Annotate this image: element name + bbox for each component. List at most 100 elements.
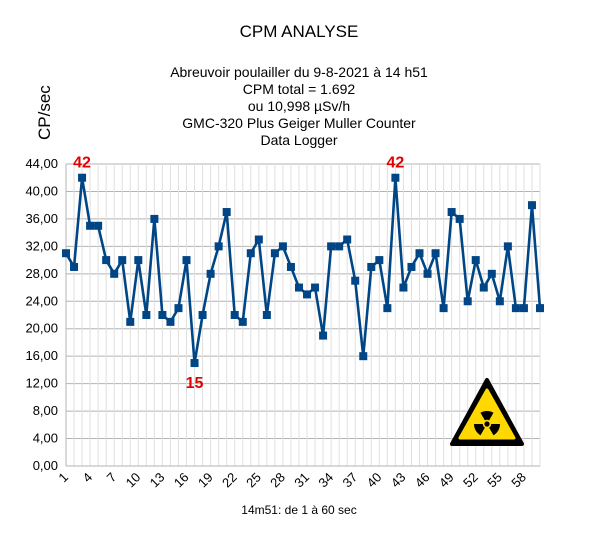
- data-point: [423, 269, 432, 278]
- series-line: [64, 176, 542, 365]
- radiation-warning-icon: [450, 378, 524, 446]
- data-point: [495, 297, 504, 306]
- x-tick-label: 34: [315, 470, 336, 491]
- x-tick-label: 10: [123, 470, 144, 491]
- data-point: [246, 249, 255, 258]
- data-point: [335, 242, 344, 251]
- x-tick-label: 1: [55, 470, 71, 486]
- data-point: [447, 208, 456, 217]
- data-point: [126, 317, 135, 326]
- data-point: [511, 304, 520, 313]
- data-point: [198, 311, 207, 319]
- data-point: [94, 221, 103, 230]
- data-label: 42: [386, 155, 404, 172]
- data-point: [351, 276, 360, 285]
- y-tick-label: 20,00: [25, 321, 58, 336]
- y-tick-label: 32,00: [25, 238, 58, 253]
- y-tick-label: 12,00: [25, 376, 58, 391]
- y-tick-label: 28,00: [25, 266, 58, 281]
- data-point: [222, 208, 231, 217]
- data-point: [254, 235, 263, 244]
- subtitle-line: GMC-320 Plus Geiger Muller Counter: [182, 115, 416, 131]
- data-point: [238, 317, 247, 326]
- x-tick-label: 22: [219, 470, 240, 491]
- data-point: [174, 304, 183, 313]
- subtitle-line: ou 10,998 µSv/h: [247, 98, 351, 114]
- y-tick-label: 8,00: [33, 403, 58, 418]
- data-point: [86, 221, 95, 230]
- y-tick-label: 40,00: [25, 183, 58, 198]
- data-point: [479, 283, 488, 292]
- data-point: [375, 256, 384, 265]
- data-point: [303, 290, 312, 299]
- data-point: [206, 269, 215, 278]
- x-tick-label: 4: [80, 470, 96, 486]
- data-point: [527, 201, 536, 210]
- data-point: [78, 173, 87, 182]
- y-tick-label: 16,00: [25, 348, 58, 363]
- x-tick-label: 40: [364, 470, 385, 491]
- data-point: [286, 262, 295, 271]
- data-point: [439, 304, 448, 313]
- data-point: [343, 235, 352, 244]
- data-point: [110, 269, 119, 278]
- data-point: [294, 283, 303, 292]
- x-tick-label: 46: [412, 470, 433, 491]
- chart-title: CPM ANALYSE: [239, 22, 359, 41]
- x-tick-label: 28: [267, 470, 288, 491]
- data-point: [463, 297, 472, 306]
- x-tick-label: 55: [484, 470, 505, 491]
- data-point: [150, 214, 159, 223]
- x-tick-label: 58: [508, 470, 529, 491]
- data-point: [487, 269, 496, 278]
- data-point: [311, 283, 320, 292]
- data-point: [70, 262, 79, 271]
- data-point: [519, 304, 528, 313]
- x-tick-label: 31: [291, 470, 312, 491]
- data-point: [367, 262, 376, 271]
- x-tick-label: 43: [388, 470, 409, 491]
- data-point: [262, 311, 271, 319]
- data-point: [278, 242, 287, 251]
- y-tick-label: 36,00: [25, 211, 58, 226]
- data-point: [359, 352, 368, 361]
- subtitle-line: CPM total = 1.692: [242, 81, 356, 97]
- data-point: [166, 317, 175, 326]
- data-point: [415, 249, 424, 258]
- data-point: [319, 331, 328, 340]
- data-point: [327, 242, 336, 251]
- data-point: [383, 304, 392, 313]
- subtitle-line: Data Logger: [260, 132, 338, 148]
- x-tick-label: 49: [436, 470, 457, 491]
- data-point: [270, 249, 279, 258]
- data-point: [230, 311, 239, 319]
- x-tick-label: 25: [243, 470, 264, 491]
- y-tick-label: 44,00: [25, 156, 58, 171]
- x-tick-label: 16: [171, 470, 192, 491]
- data-point: [536, 304, 544, 313]
- x-tick-label: 52: [460, 470, 481, 491]
- subtitle-line: Abreuvoir poulailler du 9-8-2021 à 14 h5…: [170, 64, 428, 80]
- data-label: 15: [186, 375, 204, 392]
- y-tick-label: 24,00: [25, 293, 58, 308]
- data-point: [142, 311, 151, 319]
- x-tick-label: 19: [195, 470, 216, 491]
- x-axis-label: 14m51: de 1 à 60 sec: [241, 503, 357, 517]
- data-point: [431, 249, 440, 258]
- data-point: [503, 242, 512, 251]
- data-point: [118, 256, 127, 265]
- data-point: [455, 214, 464, 223]
- data-point: [182, 256, 191, 265]
- data-point: [399, 283, 408, 292]
- data-point: [158, 311, 167, 319]
- data-point: [407, 262, 416, 271]
- data-point: [62, 249, 70, 258]
- y-tick-label: 4,00: [33, 431, 58, 446]
- data-label: 42: [73, 155, 91, 172]
- data-point: [471, 256, 480, 265]
- x-tick-label: 13: [147, 470, 168, 491]
- y-tick-label: 0,00: [33, 458, 58, 473]
- data-point: [214, 242, 223, 251]
- data-point: [134, 256, 143, 265]
